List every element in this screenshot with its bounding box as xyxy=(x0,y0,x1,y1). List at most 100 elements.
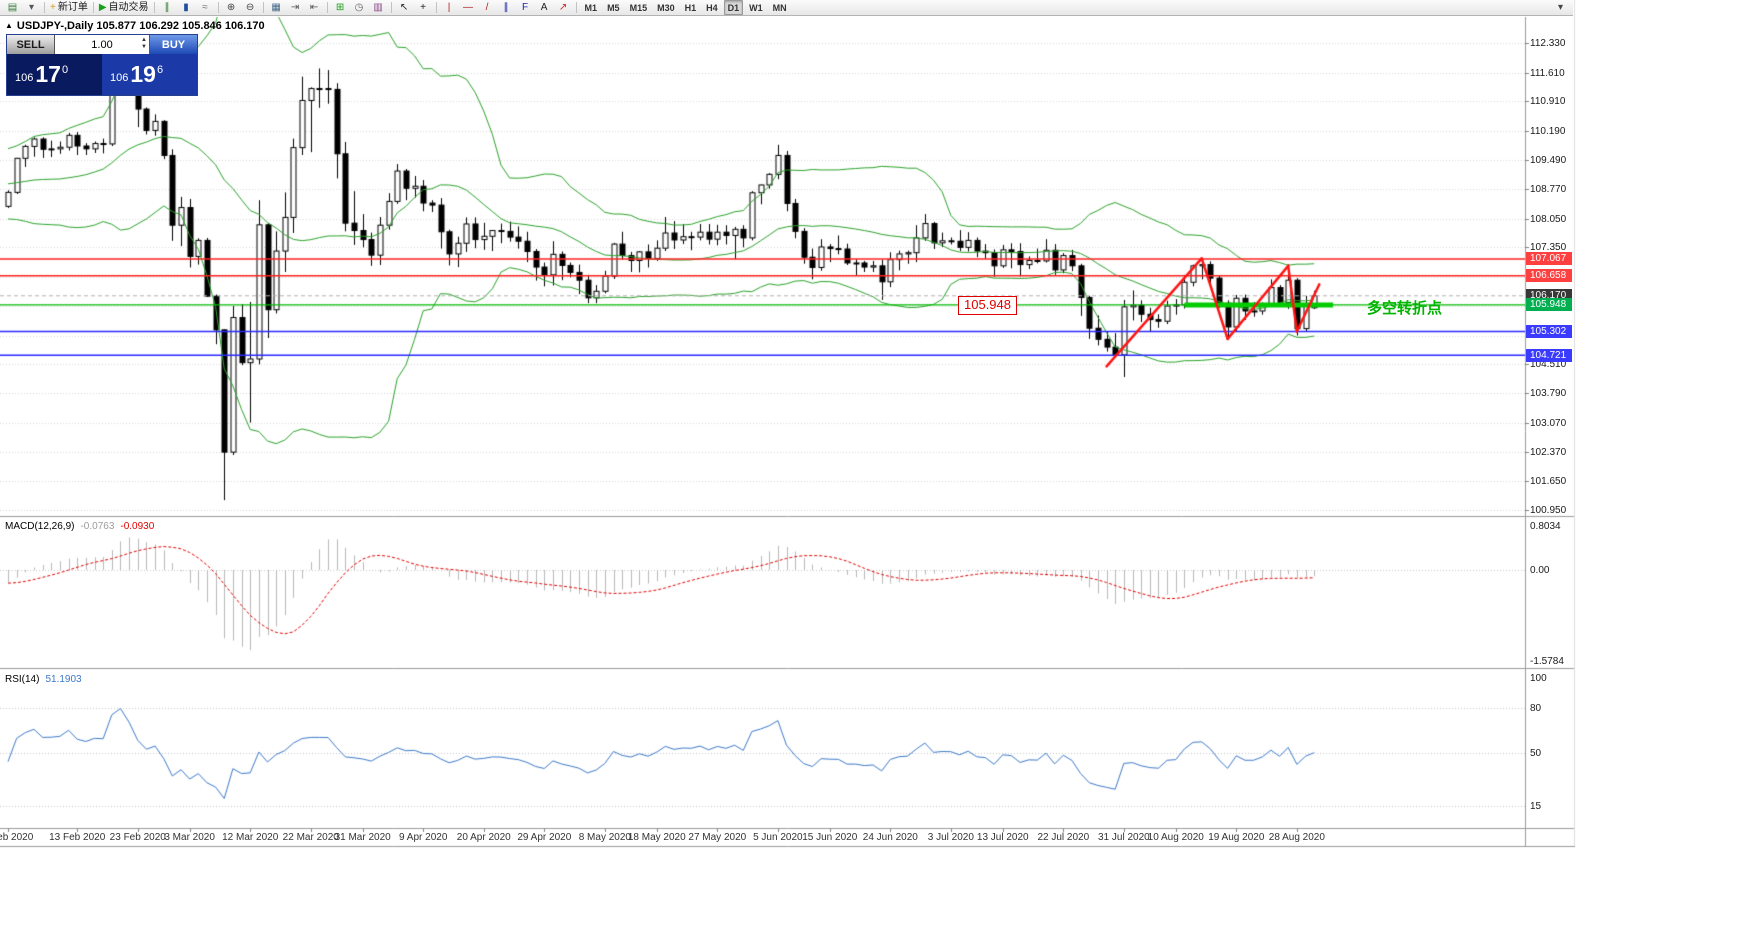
channel-icon[interactable]: ∥ xyxy=(503,1,509,13)
buy-price-prefix: 106 xyxy=(110,71,129,84)
volume-spinner: ▲ ▼ xyxy=(141,37,147,50)
date-axis-label: 22 Mar 2020 xyxy=(282,832,339,843)
volume-increase-icon[interactable]: ▲ xyxy=(141,37,147,43)
trendline-icon[interactable]: / xyxy=(485,1,489,13)
timeframe-m5[interactable]: M5 xyxy=(607,2,620,13)
new-order-button-label: 新订单 xyxy=(57,1,88,13)
macd-scale-label: -1.5784 xyxy=(1530,656,1564,667)
chart-shift-icon[interactable]: ⇤ xyxy=(309,1,319,13)
date-axis-label: 3 Jul 2020 xyxy=(927,832,974,843)
price-axis-label: 109.490 xyxy=(1530,154,1567,166)
volume-value: 1.00 xyxy=(91,38,113,51)
date-axis-label: 24 Jun 2020 xyxy=(862,832,918,843)
zoom-in-icon[interactable]: ⊕ xyxy=(226,1,236,13)
price-tag-107.067: 107.067 xyxy=(1526,252,1572,266)
price-axis-label: 110.910 xyxy=(1530,96,1566,108)
timeframe-m15[interactable]: M15 xyxy=(629,2,648,13)
crosshair-icon[interactable]: + xyxy=(420,1,426,13)
toolbar-separator xyxy=(326,2,328,13)
toolbar-separator xyxy=(217,2,219,13)
macd-label: MACD(12,26,9) -0.0763 -0.0930 xyxy=(5,521,154,532)
rsi-scale-label: 50 xyxy=(1530,748,1542,759)
price-tag-104.721: 104.721 xyxy=(1526,348,1572,362)
zoom-out-icon[interactable]: ⊖ xyxy=(245,1,255,13)
price-tag-105.302: 105.302 xyxy=(1526,324,1572,338)
price-callout-105948[interactable]: 105.948 xyxy=(958,296,1017,315)
volume-decrease-icon[interactable]: ▼ xyxy=(141,44,147,50)
one-click-trading-panel: SELL 1.00 ▲ ▼ BUY 106 17 0 106 19 6 xyxy=(6,34,198,96)
candlestick-icon[interactable]: ▮ xyxy=(183,1,189,13)
cursor-icon[interactable]: ↖ xyxy=(399,1,409,13)
horizontal-line-icon[interactable]: — xyxy=(463,1,474,13)
date-axis-label: 28 Aug 2020 xyxy=(1268,832,1325,843)
price-axis-label: 110.190 xyxy=(1530,125,1566,137)
chart-dropdown-icon[interactable]: ▾ xyxy=(1557,1,1564,13)
charts-window-icon[interactable]: ▤ xyxy=(7,1,18,13)
timeframe-m30[interactable]: M30 xyxy=(657,2,675,13)
sell-price[interactable]: 106 17 0 xyxy=(7,54,102,95)
turning-point-label[interactable]: 多空转折点 xyxy=(1367,300,1443,317)
chart-list-icon[interactable]: ▾ xyxy=(28,1,35,13)
date-axis-label: 10 Aug 2020 xyxy=(1147,832,1204,843)
auto-trading-button[interactable]: ▶ 自动交易 xyxy=(97,1,151,15)
buy-price[interactable]: 106 19 6 xyxy=(102,54,197,95)
volume-input[interactable]: 1.00 ▲ ▼ xyxy=(55,35,149,54)
toolbar-separator xyxy=(44,2,45,13)
timeframe-mn[interactable]: MN xyxy=(772,2,787,13)
price-axis-label: 104.510 xyxy=(1530,358,1567,370)
macd-name: MACD(12,26,9) xyxy=(5,521,75,532)
new-order-button[interactable]: + 新订单 xyxy=(48,1,90,15)
price-axis-label: 107.350 xyxy=(1530,242,1567,254)
indicators-icon[interactable]: ⊞ xyxy=(335,1,345,13)
sell-button[interactable]: SELL xyxy=(7,35,55,54)
timeframe-w1[interactable]: W1 xyxy=(749,2,763,13)
toolbar: ▤ ▾ + 新订单 ▶ 自动交易 ∥ ▮ ≈ ⊕ ⊖ ▦ ⇥ ⇤ ⊞ ◷ ▥ ↖ + | — / ∥ F A ↗ M1 M5 M15 M3… xyxy=(0,0,1573,16)
text-icon[interactable]: A xyxy=(540,1,548,13)
rsi-label: RSI(14) 51.1903 xyxy=(5,674,82,685)
date-axis-label: 27 May 2020 xyxy=(688,832,747,843)
date-axis-label: 5 Jun 2020 xyxy=(753,832,803,843)
timeframe-h4[interactable]: H4 xyxy=(706,2,718,13)
vertical-line-icon[interactable]: | xyxy=(447,1,451,13)
toolbar-separator xyxy=(92,2,94,13)
date-axis-label: 20 Apr 2020 xyxy=(456,832,511,843)
templates-icon[interactable]: ▥ xyxy=(373,1,383,13)
tile-windows-icon[interactable]: ▦ xyxy=(271,1,281,13)
price-tag-105.948: 105.948 xyxy=(1526,298,1572,312)
fibonacci-icon[interactable]: F xyxy=(521,1,529,13)
chart-title: ▲ USDJPY-,Daily 105.877 106.292 105.846 … xyxy=(5,20,265,32)
periods-icon[interactable]: ◷ xyxy=(354,1,364,13)
bar-chart-icon[interactable]: ∥ xyxy=(164,1,170,13)
date-axis-label: 31 Mar 2020 xyxy=(334,832,391,843)
line-chart-icon[interactable]: ≈ xyxy=(202,1,208,13)
date-axis-label: 13 Feb 2020 xyxy=(49,832,106,843)
toolbar-separator xyxy=(153,2,155,13)
price-axis-label: 111.610 xyxy=(1530,67,1565,79)
macd-scale-label: 0.8034 xyxy=(1530,521,1561,532)
price-axis-label: 103.070 xyxy=(1530,418,1567,429)
date-axis-label: 22 Jul 2020 xyxy=(1037,832,1090,843)
sell-price-sup: 0 xyxy=(61,63,69,76)
timeframe-m1[interactable]: M1 xyxy=(584,2,598,13)
one-click-panel-toggle-icon[interactable]: ▲ xyxy=(5,21,13,30)
timeframe-h1[interactable]: H1 xyxy=(684,2,697,13)
sell-price-big: 17 xyxy=(35,61,61,87)
buy-price-big: 19 xyxy=(130,61,156,87)
timeframe-d1[interactable]: D1 xyxy=(723,0,744,15)
rsi-value: 51.1903 xyxy=(45,674,82,685)
price-axis-label: 108.770 xyxy=(1530,184,1567,196)
date-axis-label: 15 Jun 2020 xyxy=(802,832,858,843)
date-axis-label: 29 Apr 2020 xyxy=(517,832,572,843)
rsi-scale-label: 100 xyxy=(1530,673,1547,684)
date-axis-label: 9 Apr 2020 xyxy=(399,832,448,843)
price-axis-label: 102.370 xyxy=(1530,446,1567,458)
toolbar-separator xyxy=(435,2,437,13)
buy-button[interactable]: BUY xyxy=(149,35,197,54)
date-axis-label: 8 May 2020 xyxy=(578,832,631,843)
auto-scroll-icon[interactable]: ⇥ xyxy=(290,1,300,13)
toolbar-separator xyxy=(575,2,577,13)
macd-signal-value: -0.0930 xyxy=(120,521,155,532)
rsi-scale-label: 80 xyxy=(1530,703,1542,714)
arrows-icon[interactable]: ↗ xyxy=(558,1,568,13)
